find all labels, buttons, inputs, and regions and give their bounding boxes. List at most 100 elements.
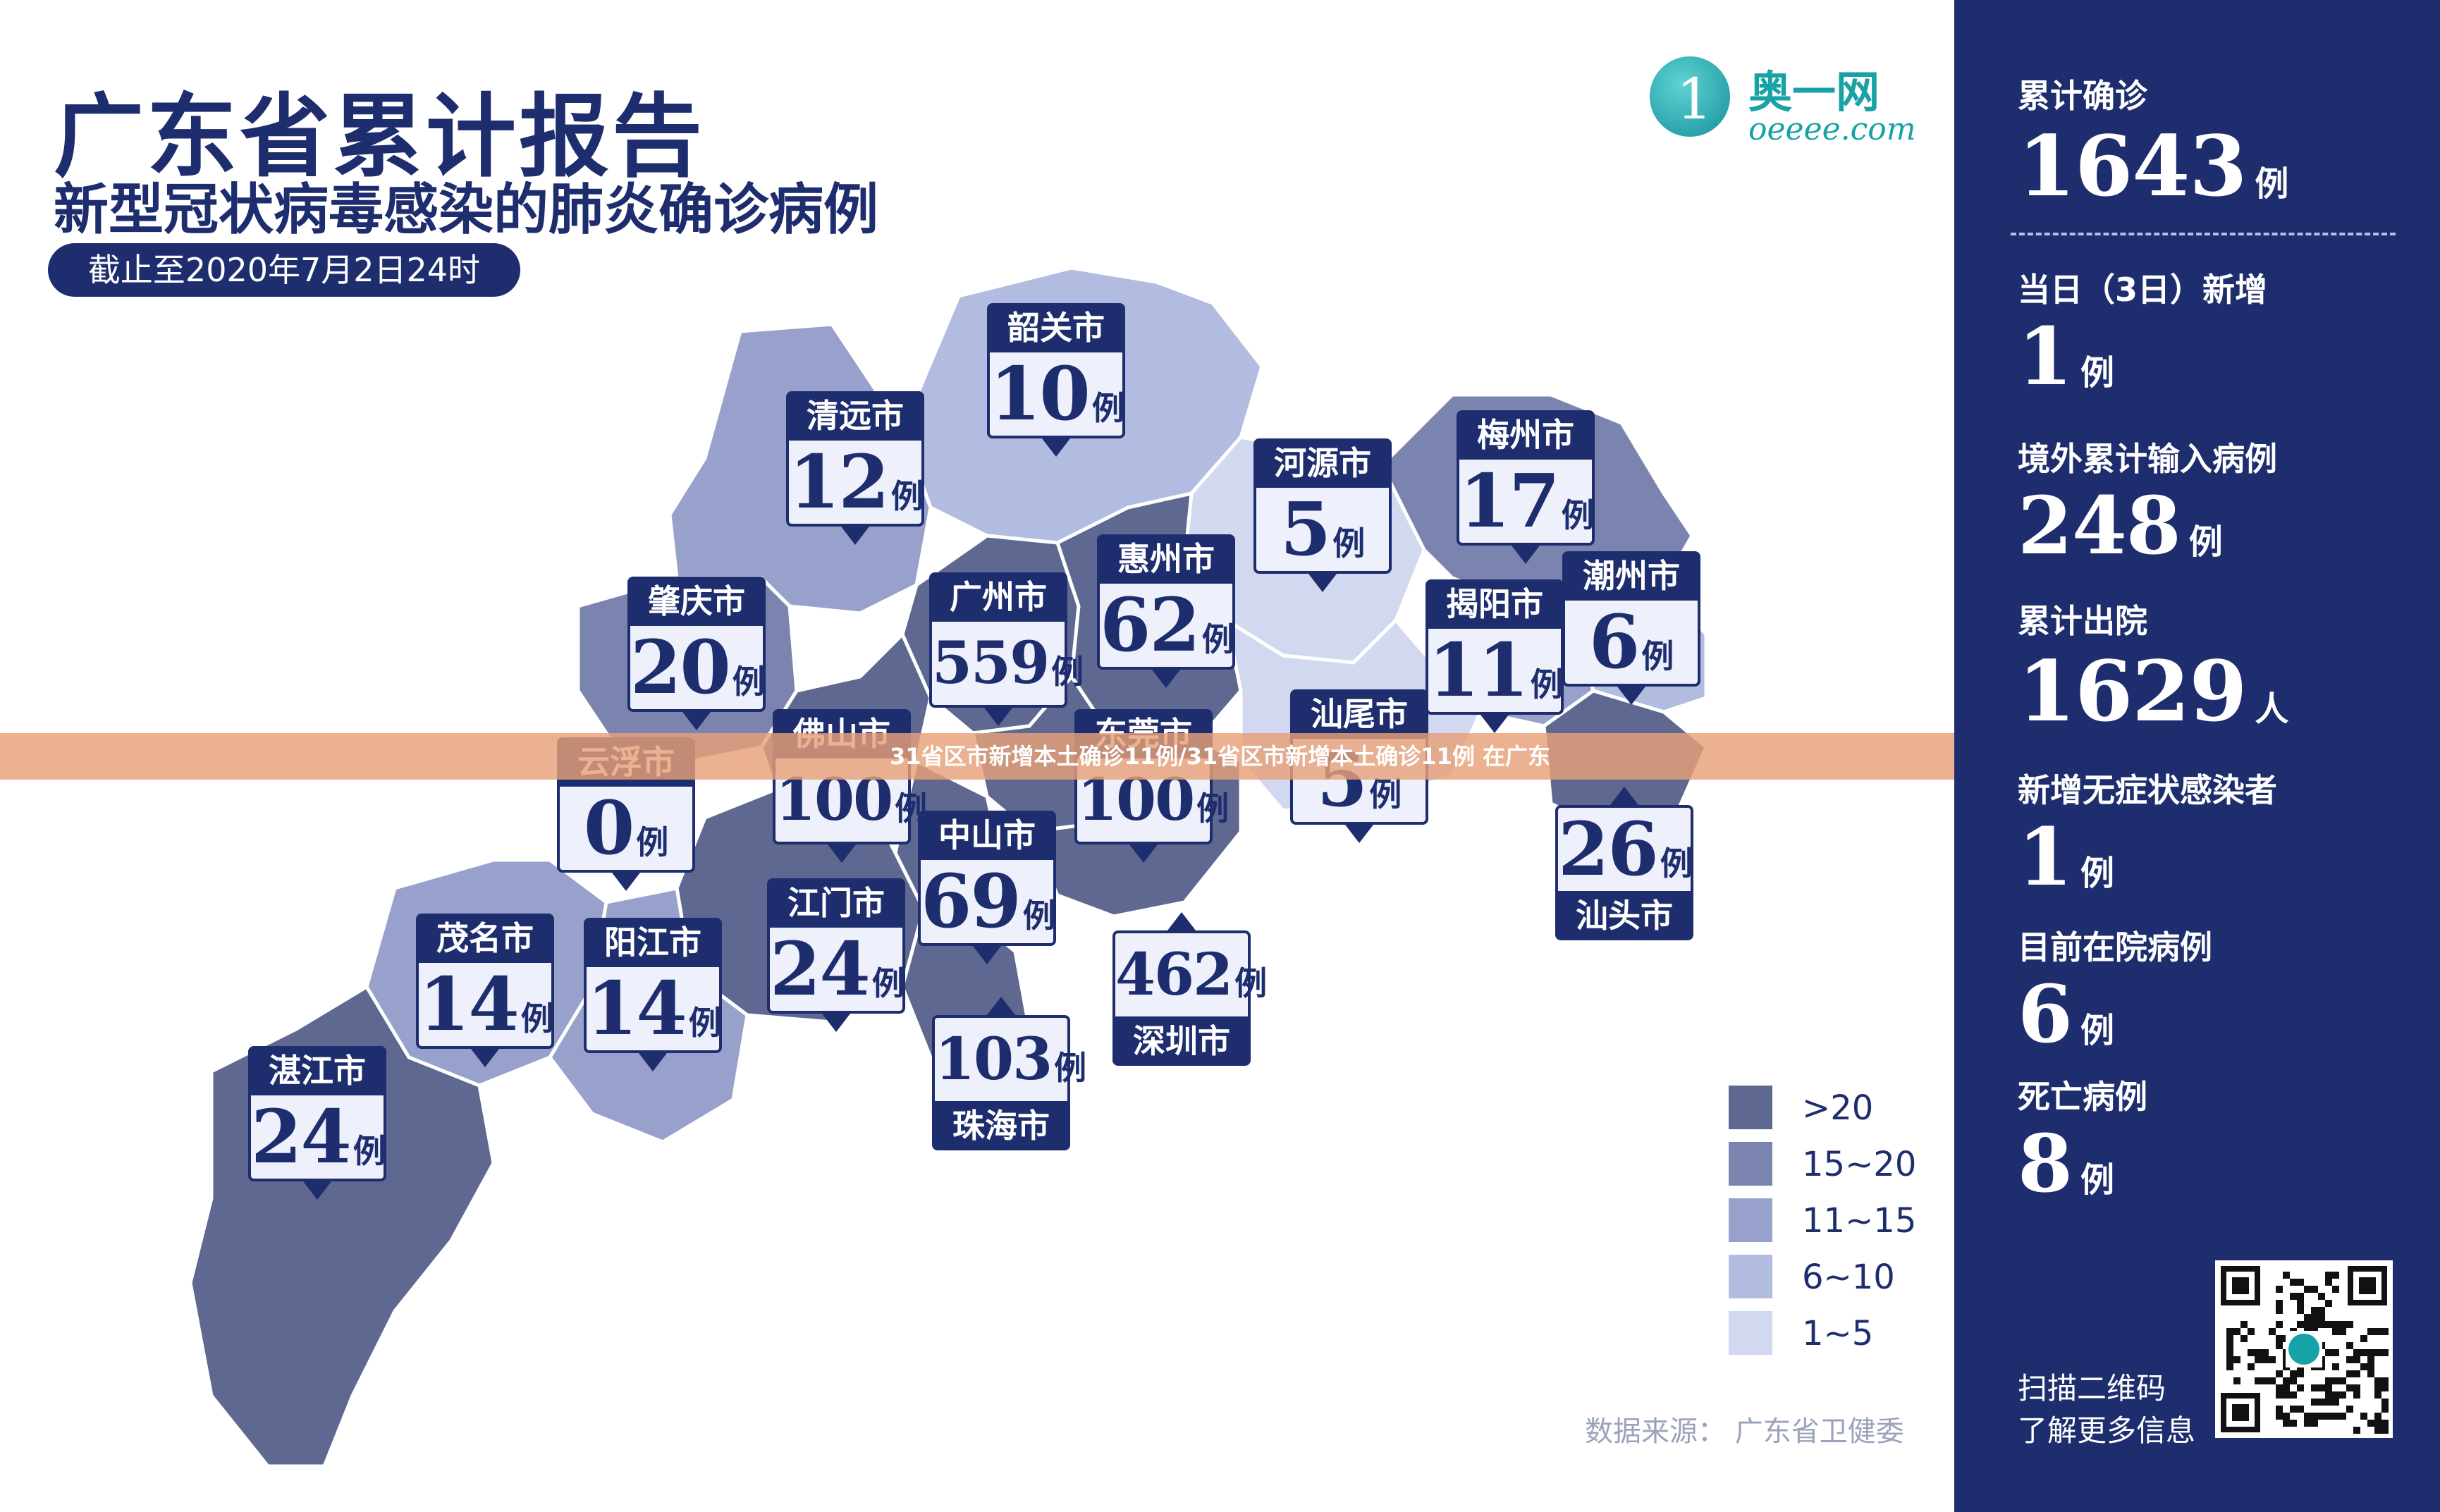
city-label[interactable]: 阳江市 14例	[584, 918, 722, 1071]
city-name: 江门市	[767, 878, 905, 928]
legend-swatch	[1729, 1311, 1772, 1355]
city-label[interactable]: 清远市 12例	[786, 391, 924, 545]
city-label[interactable]: 梅州市 17例	[1457, 410, 1595, 564]
label-pointer-icon	[1167, 912, 1196, 930]
city-count-number: 62	[1100, 582, 1201, 668]
city-count-unit: 例	[688, 1004, 721, 1042]
city-count: 0例	[557, 787, 695, 873]
stat-number: 248	[2018, 480, 2181, 572]
data-source: 数据来源： 广东省卫健委	[1585, 1415, 1904, 1448]
stat-label: 新增无症状感染者	[2018, 771, 2277, 809]
label-pointer-icon	[1129, 844, 1158, 863]
label-pointer-icon	[973, 946, 1001, 964]
city-count: 62例	[1097, 584, 1235, 670]
city-count-unit: 例	[520, 1000, 553, 1038]
city-count: 24例	[248, 1095, 386, 1181]
label-pointer-icon	[828, 844, 856, 863]
divider	[2011, 233, 2396, 235]
city-count-number: 462	[1115, 941, 1233, 1009]
city-label[interactable]: 揭阳市 11例	[1426, 579, 1564, 733]
stat-number: 8	[2018, 1118, 2073, 1210]
qr-hint-line: 扫描二维码	[2018, 1371, 2166, 1406]
city-count: 559例	[929, 622, 1084, 708]
city-name: 阳江市	[584, 918, 722, 967]
stat-label: 死亡病例	[2018, 1078, 2147, 1116]
city-count: 20例	[627, 626, 766, 712]
label-pointer-icon	[1610, 787, 1638, 805]
label-pointer-icon	[1512, 546, 1540, 564]
stat-unit: 例	[2188, 522, 2223, 562]
logo-name-cn: 奥一网	[1748, 66, 1880, 118]
label-pointer-icon	[1617, 687, 1645, 705]
city-count: 103例	[932, 1015, 1086, 1101]
city-count-unit: 例	[1054, 1049, 1087, 1087]
city-count-unit: 例	[1369, 775, 1402, 813]
label-pointer-icon	[1042, 438, 1070, 457]
city-name: 梅州市	[1457, 410, 1595, 460]
city-count: 6例	[1562, 601, 1700, 687]
label-pointer-icon	[841, 527, 869, 545]
city-label[interactable]: 26例 汕头市	[1555, 787, 1693, 940]
city-count: 14例	[416, 963, 554, 1049]
stat-number: 6	[2018, 969, 2073, 1061]
legend-swatch	[1729, 1255, 1772, 1298]
city-name: 惠州市	[1097, 534, 1235, 584]
city-count: 69例	[918, 860, 1056, 946]
city-name: 韶关市	[987, 303, 1125, 352]
city-label[interactable]: 潮州市 6例	[1562, 551, 1700, 705]
city-count: 17例	[1457, 460, 1595, 546]
label-pointer-icon	[612, 873, 640, 891]
city-count-unit: 例	[871, 964, 905, 1002]
city-count-unit: 例	[352, 1132, 386, 1170]
qr-code-icon[interactable]	[2215, 1260, 2393, 1438]
city-count: 10例	[987, 352, 1125, 438]
city-label[interactable]: 广州市 559例	[929, 572, 1084, 726]
city-label[interactable]: 中山市 69例	[918, 811, 1056, 964]
label-pointer-icon	[822, 1014, 850, 1032]
label-pointer-icon	[1480, 715, 1509, 733]
stat-unit: 例	[2255, 164, 2289, 204]
city-count-number: 0	[583, 785, 634, 871]
stat-number: 1629	[2018, 642, 2247, 740]
city-count: 5例	[1253, 488, 1392, 574]
stat-label: 累计确诊	[2018, 77, 2147, 115]
city-name: 茂名市	[416, 914, 554, 963]
legend-label: 15~20	[1802, 1145, 1917, 1184]
city-count: 24例	[767, 928, 905, 1014]
city-count: 11例	[1426, 629, 1564, 715]
legend-label: 6~10	[1802, 1258, 1895, 1297]
city-count-number: 24	[770, 926, 871, 1012]
legend-swatch	[1729, 1086, 1772, 1129]
city-label[interactable]: 江门市 24例	[767, 878, 905, 1032]
city-label[interactable]: 韶关市 10例	[987, 303, 1125, 457]
city-count-unit: 例	[1530, 665, 1563, 703]
city-count-unit: 例	[1332, 524, 1366, 563]
city-name: 珠海市	[932, 1101, 1070, 1150]
city-label[interactable]: 103例 珠海市	[932, 997, 1086, 1150]
city-label[interactable]: 湛江市 24例	[248, 1046, 386, 1200]
label-pointer-icon	[639, 1053, 667, 1071]
city-label[interactable]: 肇庆市 20例	[627, 577, 766, 730]
legend-label: 11~15	[1802, 1201, 1917, 1241]
city-label[interactable]: 茂名市 14例	[416, 914, 554, 1067]
city-count-unit: 例	[1641, 637, 1674, 675]
brand-logo[interactable]: 1 奥一网 oeeee.com	[1650, 56, 1916, 148]
logo-glyph: 1	[1676, 66, 1712, 132]
label-pointer-icon	[987, 997, 1015, 1015]
city-label[interactable]: 惠州市 62例	[1097, 534, 1235, 688]
legend-label: >20	[1802, 1088, 1874, 1128]
city-count-number: 24	[251, 1093, 352, 1180]
legend-swatch	[1729, 1142, 1772, 1186]
stat-label: 当日（3日）新增	[2018, 271, 2268, 309]
city-count-number: 11	[1428, 627, 1529, 713]
city-count-unit: 例	[1234, 964, 1268, 1002]
city-count-unit: 例	[1196, 789, 1230, 828]
city-label[interactable]: 河源市 5例	[1253, 438, 1392, 592]
city-label[interactable]: 462例 深圳市	[1112, 912, 1267, 1066]
